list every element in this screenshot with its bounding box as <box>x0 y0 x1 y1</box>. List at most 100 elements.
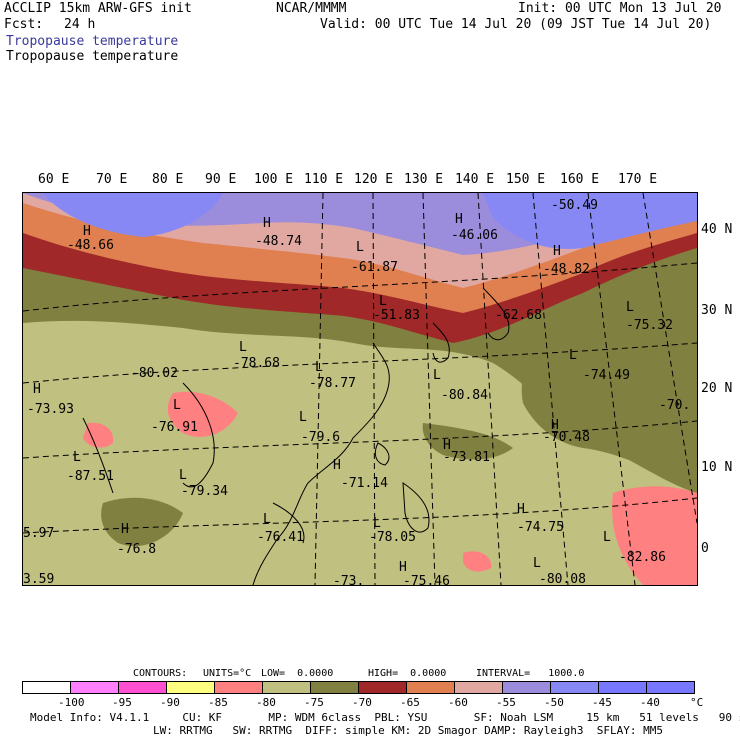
extremum-symbol: L <box>433 368 441 383</box>
extremum-value: -75.32 <box>626 318 673 333</box>
extremum-value: -74.49 <box>583 368 630 383</box>
lon-label: 140 E <box>455 172 495 187</box>
lon-label: 130 E <box>404 172 444 187</box>
lon-label: 80 E <box>152 172 184 187</box>
extremum-symbol: L <box>179 468 187 483</box>
extremum-value: -74.75 <box>517 520 564 535</box>
extremum-symbol: H <box>553 244 561 259</box>
model-info-line2: LW: RRTMG SW: RRTMG DIFF: simple KM: 2D … <box>153 724 663 737</box>
extremum-value: -80.02 <box>131 366 178 381</box>
extremum-value: -61.87 <box>351 260 398 275</box>
lat-label: 10 N <box>701 460 733 475</box>
extremum-value: -50.49 <box>551 198 598 213</box>
lon-label: 150 E <box>506 172 546 187</box>
colorbar-label: -60 <box>448 696 468 709</box>
lon-label: 170 E <box>618 172 658 187</box>
extremum-value: -79.34 <box>181 484 228 499</box>
model-info-line1: Model Info: V4.1.1 CU: KF MP: WDM 6class… <box>30 711 740 724</box>
lon-label: 90 E <box>205 172 237 187</box>
map-canvas: H -48.66 H -48.74 L -61.87 H -46.06 -50.… <box>23 193 697 585</box>
extremum-value: -78.68 <box>233 356 280 371</box>
forecast-label: Fcst: <box>4 17 44 32</box>
lat-label: 0 <box>701 541 709 556</box>
extremum-symbol: L <box>379 294 387 309</box>
colorbar-label: -55 <box>496 696 516 709</box>
colorbar-swatch <box>598 681 647 694</box>
extrema-labels: H -48.66 H -48.74 L -61.87 H -46.06 -50.… <box>23 198 690 585</box>
model-title: ACCLIP 15km ARW-GFS init <box>4 1 192 16</box>
colorbar-swatch <box>22 681 71 694</box>
contour-interval: INTERVAL= 1000.0 <box>476 668 585 679</box>
extremum-symbol: H <box>83 224 91 239</box>
colorbar-label: -85 <box>208 696 228 709</box>
contour-low: LOW= 0.0000 <box>261 668 334 679</box>
shade-80-75 <box>167 391 238 437</box>
extremum-value: -87.51 <box>67 469 114 484</box>
extremum-symbol: L <box>373 516 381 531</box>
extremum-value: -48.74 <box>255 234 302 249</box>
extremum-symbol: L <box>603 530 611 545</box>
colorbar-swatch <box>358 681 407 694</box>
init-time: Init: 00 UTC Mon 13 Jul 20 <box>518 1 722 16</box>
colorbar-label: -75 <box>304 696 324 709</box>
lat-label: 40 N <box>701 222 733 237</box>
extremum-symbol: L <box>73 450 81 465</box>
extremum-symbol: H <box>455 212 463 227</box>
colorbar-swatch <box>646 681 695 694</box>
colorbar-label: -90 <box>160 696 180 709</box>
extremum-symbol: H <box>121 522 129 537</box>
shade-80-75 <box>463 551 492 572</box>
shade-70-65 <box>422 423 513 460</box>
tropopause-temperature-map: H -48.66 H -48.74 L -61.87 H -46.06 -50.… <box>22 192 698 586</box>
extremum-symbol: H <box>333 458 341 473</box>
extremum-value: -80.84 <box>441 388 488 403</box>
colorbar-swatch <box>262 681 311 694</box>
contour-high: HIGH= 0.0000 <box>368 668 447 679</box>
extremum-value: -78.77 <box>309 376 356 391</box>
lon-label: 60 E <box>38 172 70 187</box>
extremum-symbol: H <box>33 382 41 397</box>
extremum-value: -79.6 <box>301 430 340 445</box>
contour-units: UNITS=°C <box>203 668 252 679</box>
lon-label: 100 E <box>254 172 294 187</box>
shade-80-75 <box>612 486 697 585</box>
colorbar-label: -95 <box>112 696 132 709</box>
colorbar-swatch <box>166 681 215 694</box>
shade-70-65 <box>101 497 183 547</box>
colorbar-label: -40 <box>640 696 660 709</box>
lon-label: 120 E <box>354 172 394 187</box>
extremum-value: -70. <box>659 398 690 413</box>
extremum-symbol: L <box>299 410 307 425</box>
lon-label: 160 E <box>560 172 600 187</box>
colorbar-swatch <box>550 681 599 694</box>
extremum-symbol: L <box>569 348 577 363</box>
extremum-value: -76.41 <box>257 530 304 545</box>
extremum-symbol: L <box>626 300 634 315</box>
extremum-value: -71.14 <box>341 476 388 491</box>
colorbar-swatch <box>406 681 455 694</box>
extremum-symbol: H <box>399 560 407 575</box>
extremum-value: -73.81 <box>443 450 490 465</box>
colorbar-swatch <box>310 681 359 694</box>
colorbar-swatch <box>118 681 167 694</box>
extremum-value: -76.8 <box>117 542 156 557</box>
extremum-value: -73.93 <box>27 402 74 417</box>
extremum-symbol: L <box>533 556 541 571</box>
extremum-value: -73. <box>333 574 364 585</box>
extremum-value: -82.86 <box>619 550 666 565</box>
colorbar-label: -65 <box>400 696 420 709</box>
lat-label: 30 N <box>701 303 733 318</box>
extremum-value: -78.05 <box>369 530 416 545</box>
lat-label: 20 N <box>701 381 733 396</box>
field-title-contour: Tropopause temperature <box>6 49 179 64</box>
extremum-symbol: L <box>239 340 247 355</box>
shade-80-75 <box>83 422 114 448</box>
contour-info: CONTOURS: <box>133 668 188 679</box>
extremum-value: -46.06 <box>451 228 498 243</box>
extremum-value: -48.82 <box>543 262 590 277</box>
extremum-value: -80.08 <box>539 572 586 585</box>
colorbar-label: -70 <box>352 696 372 709</box>
forecast-hour: 24 h <box>64 17 96 32</box>
lon-label: 70 E <box>96 172 128 187</box>
extremum-symbol: L <box>356 240 364 255</box>
